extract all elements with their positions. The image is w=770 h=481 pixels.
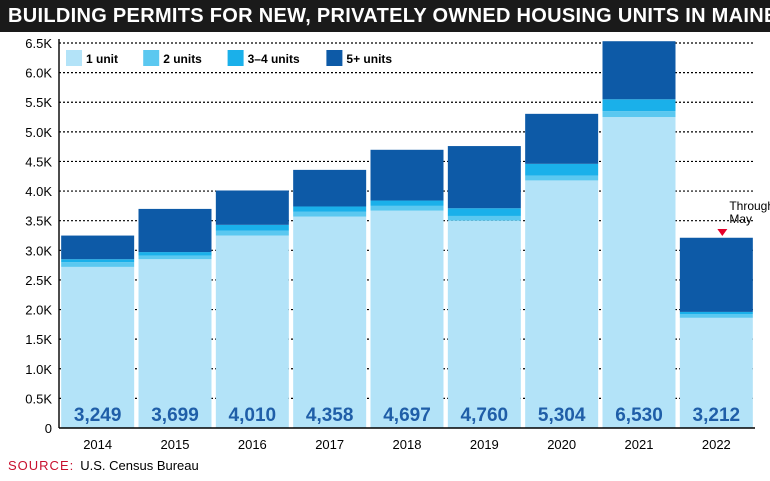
y-tick-label: 3.5K: [25, 214, 52, 229]
x-tick-label: 2017: [315, 437, 344, 452]
bar-segment: [138, 252, 212, 256]
legend-swatch: [326, 50, 343, 66]
bar-total-label: 3,212: [693, 405, 741, 426]
bar-stack: 4,760: [447, 146, 521, 428]
legend-swatch: [143, 50, 160, 66]
x-tick-label: 2018: [393, 437, 422, 452]
legend-label: 3–4 units: [248, 52, 300, 66]
bar-segment: [447, 146, 521, 209]
bar-segment: [370, 149, 444, 201]
axes: 0 0.5K 1.0K 1.5K 2.0K 2.5K 3.0K 3.5K 4.0K 4.5K 5.0…: [25, 36, 755, 452]
bar-stack: 3,249: [61, 235, 135, 428]
x-tick-label: 2014: [83, 437, 112, 452]
y-tick-label: 1.5K: [25, 332, 52, 347]
bar-segment: [602, 41, 676, 100]
y-tick-label: 1.0K: [25, 362, 52, 377]
bar-segment: [293, 211, 367, 217]
bar-total-label: 5,304: [538, 405, 586, 426]
annotation-line: Through: [729, 199, 770, 213]
bar-total-label: 6,530: [615, 405, 663, 426]
y-tick-label: 5.0K: [25, 125, 52, 140]
bar-total-label: 4,760: [461, 405, 509, 426]
y-tick-label: 5.5K: [25, 95, 52, 110]
x-tick-label: 2019: [470, 437, 499, 452]
x-tick-label: 2016: [238, 437, 267, 452]
legend-label: 5+ units: [346, 52, 392, 66]
bar-stack: 3,212: [679, 237, 753, 428]
bar-stack: 3,699: [138, 208, 212, 428]
y-tick-label: 4.5K: [25, 154, 52, 169]
bar-segment: [215, 224, 289, 231]
bar-segment: [447, 215, 521, 221]
legend-label: 1 unit: [86, 52, 118, 66]
bar-total-label: 4,010: [229, 405, 277, 426]
bar-segment: [602, 117, 676, 429]
bar-segment: [370, 210, 444, 428]
bar-segment: [679, 311, 753, 315]
legend-label: 2 units: [163, 52, 202, 66]
bar-segment: [525, 163, 599, 176]
bar-total-label: 3,249: [74, 405, 122, 426]
bar-total-label: 4,697: [383, 405, 431, 426]
y-tick-label: 3.0K: [25, 243, 52, 258]
bar-segment: [447, 220, 521, 428]
y-tick-label: 0.5K: [25, 391, 52, 406]
y-tick-label: 0: [45, 421, 52, 436]
source-line: SOURCE: U.S. Census Bureau: [8, 458, 199, 473]
source-text: U.S. Census Bureau: [80, 458, 199, 473]
bar-segment: [447, 208, 521, 216]
bar-segment: [525, 175, 599, 181]
bar-stack: 5,304: [525, 113, 599, 428]
bar-segment: [679, 237, 753, 312]
bar-segment: [138, 255, 212, 260]
bar-segment: [602, 99, 676, 112]
bar-segment: [602, 111, 676, 118]
bar-segment: [215, 235, 289, 428]
bar-total-label: 3,699: [151, 405, 199, 426]
y-tick-label: 6.0K: [25, 66, 52, 81]
bar-stack: 6,530: [602, 41, 676, 429]
bar-stack: 4,358: [293, 169, 367, 428]
bar-segment: [679, 317, 753, 428]
bar-segment: [138, 259, 212, 428]
legend: 1 unit 2 units 3–4 units 5+ units: [61, 46, 392, 70]
source-label: SOURCE:: [8, 458, 75, 473]
annotation-marker: [717, 229, 728, 236]
bar-segment: [61, 259, 135, 263]
y-tick-label: 2.0K: [25, 303, 52, 318]
bar-segment: [215, 230, 289, 236]
bar-segment: [679, 314, 753, 318]
x-tick-label: 2015: [161, 437, 190, 452]
bar-segment: [138, 208, 212, 253]
bar-stack: 4,697: [370, 149, 444, 428]
bar-segment: [215, 190, 289, 225]
bar-segment: [525, 113, 599, 164]
bar-segment: [61, 262, 135, 267]
bars: 3,249 3,699 4,010 4,358 4,697 4,760 5,304 6,530…: [61, 41, 753, 429]
y-tick-label: 2.5K: [25, 273, 52, 288]
bar-segment: [61, 266, 135, 428]
bar-total-label: 4,358: [306, 405, 354, 426]
legend-swatch: [66, 50, 82, 66]
bar-segment: [61, 235, 135, 260]
chart-title: BUILDING PERMITS FOR NEW, PRIVATELY OWNE…: [0, 0, 770, 32]
bar-segment: [293, 206, 367, 212]
x-tick-label: 2021: [625, 437, 654, 452]
bar-segment: [293, 216, 367, 428]
legend-swatch: [227, 50, 244, 66]
y-tick-label: 6.5K: [25, 36, 52, 51]
bar-segment: [293, 169, 367, 207]
x-tick-label: 2020: [547, 437, 576, 452]
y-tick-label: 4.0K: [25, 184, 52, 199]
annotation-line: May: [729, 212, 752, 226]
bar-segment: [525, 180, 599, 428]
bar-segment: [370, 205, 444, 211]
bar-stack: 4,010: [215, 190, 289, 428]
bar-segment: [370, 200, 444, 206]
x-tick-label: 2022: [702, 437, 731, 452]
